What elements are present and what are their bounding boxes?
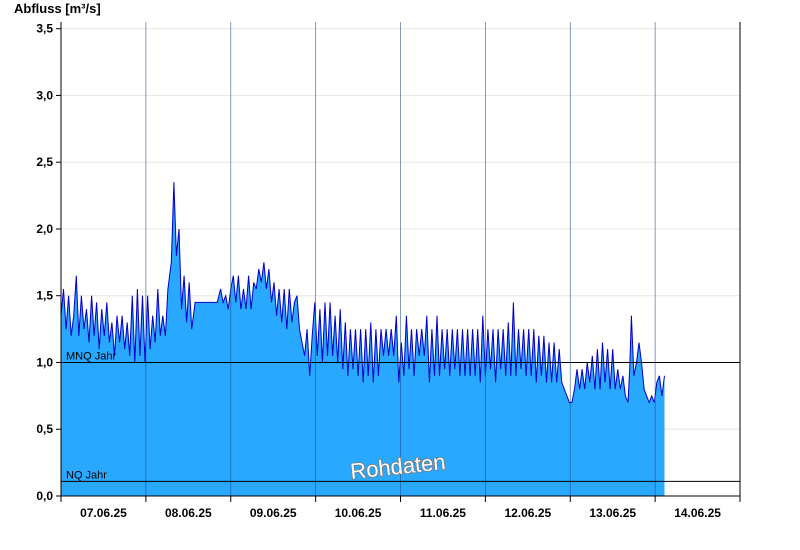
x-tick-label: 13.06.25 (589, 506, 636, 520)
x-tick-label: 09.06.25 (250, 506, 297, 520)
reference-line-label: MNQ Jahr (66, 350, 116, 362)
reference-line-label: NQ Jahr (66, 469, 107, 481)
series-area (61, 182, 665, 496)
x-tick-label: 08.06.25 (165, 506, 212, 520)
y-tick-labels: 0,0 0,5 1,0 1,5 2,0 2,5 3,0 3,5 (36, 22, 61, 503)
y-tick-label: 3,0 (36, 88, 53, 102)
y-tick-label: 1,0 (36, 355, 53, 369)
x-tick-label: 10.06.25 (335, 506, 382, 520)
x-tick-labels: 07.06.25 08.06.25 09.06.25 10.06.25 11.06.25… (60, 496, 741, 520)
y-tick-label: 1,5 (36, 289, 53, 303)
series-layer (60, 182, 665, 496)
x-tick-label: 14.06.25 (674, 506, 721, 520)
x-tick-label: 12.06.25 (504, 506, 551, 520)
y-tick-label: 0,0 (36, 489, 53, 503)
y-tick-label: 2,5 (36, 155, 53, 169)
y-tick-label: 2,0 (36, 222, 53, 236)
y-tick-label: 3,5 (36, 22, 53, 36)
x-tick-label: 07.06.25 (80, 506, 127, 520)
day-separator-lines (145, 22, 656, 496)
reference-lines: MNQ Jahr NQ Jahr (61, 350, 740, 482)
y-tick-label: 0,5 (36, 422, 53, 436)
series-line (60, 182, 665, 404)
y-axis-label: Abfluss [m³/s] (14, 1, 101, 16)
x-tick-label: 11.06.25 (420, 506, 466, 520)
